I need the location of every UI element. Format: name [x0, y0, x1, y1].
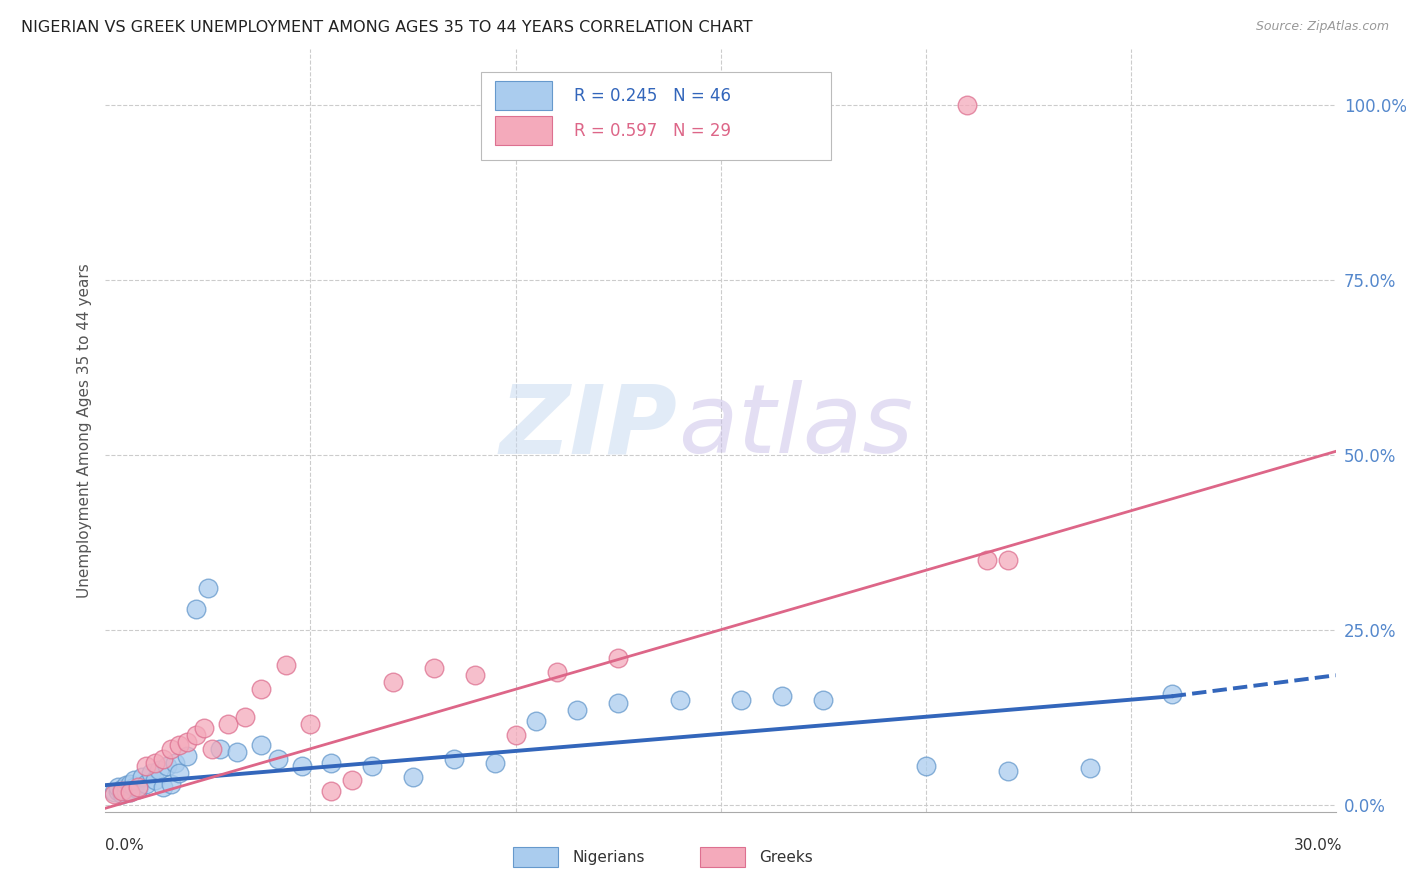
- Point: [115, 783, 138, 797]
- Text: 30.0%: 30.0%: [1295, 838, 1343, 853]
- Point: [197, 581, 219, 595]
- Text: NIGERIAN VS GREEK UNEMPLOYMENT AMONG AGES 35 TO 44 YEARS CORRELATION CHART: NIGERIAN VS GREEK UNEMPLOYMENT AMONG AGE…: [21, 20, 752, 35]
- Point: [464, 668, 486, 682]
- FancyBboxPatch shape: [481, 72, 831, 160]
- Point: [274, 657, 297, 672]
- Point: [176, 735, 198, 749]
- Point: [319, 783, 342, 797]
- Point: [193, 721, 215, 735]
- Point: [120, 785, 141, 799]
- Point: [135, 759, 157, 773]
- Point: [997, 764, 1019, 779]
- Point: [160, 777, 183, 791]
- Point: [111, 782, 134, 797]
- Point: [152, 752, 174, 766]
- Point: [291, 759, 314, 773]
- Point: [524, 714, 547, 728]
- Point: [233, 710, 256, 724]
- Point: [976, 553, 998, 567]
- Point: [811, 692, 834, 706]
- Point: [218, 717, 240, 731]
- Text: Source: ZipAtlas.com: Source: ZipAtlas.com: [1256, 20, 1389, 33]
- Text: Nigerians: Nigerians: [572, 850, 645, 864]
- Point: [770, 690, 793, 704]
- Point: [143, 773, 166, 788]
- Point: [201, 741, 224, 756]
- FancyBboxPatch shape: [495, 81, 553, 110]
- Point: [361, 759, 384, 773]
- Point: [107, 783, 129, 797]
- Point: [156, 759, 179, 773]
- Point: [422, 661, 444, 675]
- Point: [209, 741, 232, 756]
- Point: [122, 773, 145, 788]
- Point: [176, 748, 198, 763]
- Point: [120, 777, 141, 791]
- Point: [122, 780, 145, 795]
- Point: [111, 783, 134, 797]
- Point: [505, 728, 527, 742]
- Point: [127, 782, 149, 797]
- Point: [160, 741, 183, 756]
- Y-axis label: Unemployment Among Ages 35 to 44 years: Unemployment Among Ages 35 to 44 years: [76, 263, 91, 598]
- Point: [340, 773, 363, 788]
- Point: [115, 778, 138, 792]
- Point: [131, 770, 153, 784]
- Text: R = 0.597   N = 29: R = 0.597 N = 29: [574, 121, 731, 140]
- Point: [565, 703, 588, 717]
- Point: [165, 756, 187, 770]
- Point: [184, 602, 207, 616]
- Point: [250, 682, 273, 697]
- Point: [143, 756, 166, 770]
- Text: ZIP: ZIP: [499, 380, 678, 473]
- Point: [139, 766, 162, 780]
- Point: [107, 780, 129, 795]
- Point: [956, 98, 979, 112]
- Point: [250, 738, 273, 752]
- Point: [267, 752, 290, 766]
- Text: 0.0%: 0.0%: [105, 838, 145, 853]
- Point: [169, 738, 191, 752]
- Point: [148, 763, 170, 777]
- Point: [299, 717, 322, 731]
- Point: [319, 756, 342, 770]
- Point: [607, 650, 630, 665]
- Point: [668, 692, 690, 706]
- Point: [381, 675, 404, 690]
- Point: [484, 756, 506, 770]
- Point: [1078, 761, 1101, 775]
- Point: [103, 785, 125, 799]
- Point: [120, 785, 141, 799]
- Point: [1160, 687, 1182, 701]
- Point: [402, 770, 425, 784]
- Point: [730, 692, 752, 706]
- Point: [914, 759, 936, 773]
- Point: [103, 787, 125, 801]
- Point: [607, 696, 630, 710]
- Point: [169, 766, 191, 780]
- Point: [225, 745, 247, 759]
- Point: [152, 780, 174, 795]
- Text: R = 0.245   N = 46: R = 0.245 N = 46: [574, 87, 731, 104]
- Point: [443, 752, 465, 766]
- Point: [127, 780, 149, 795]
- Point: [997, 553, 1019, 567]
- Point: [111, 787, 134, 801]
- Text: Greeks: Greeks: [759, 850, 813, 864]
- Point: [546, 665, 568, 679]
- Text: atlas: atlas: [678, 380, 912, 473]
- Point: [184, 728, 207, 742]
- Point: [135, 777, 157, 791]
- FancyBboxPatch shape: [495, 116, 553, 145]
